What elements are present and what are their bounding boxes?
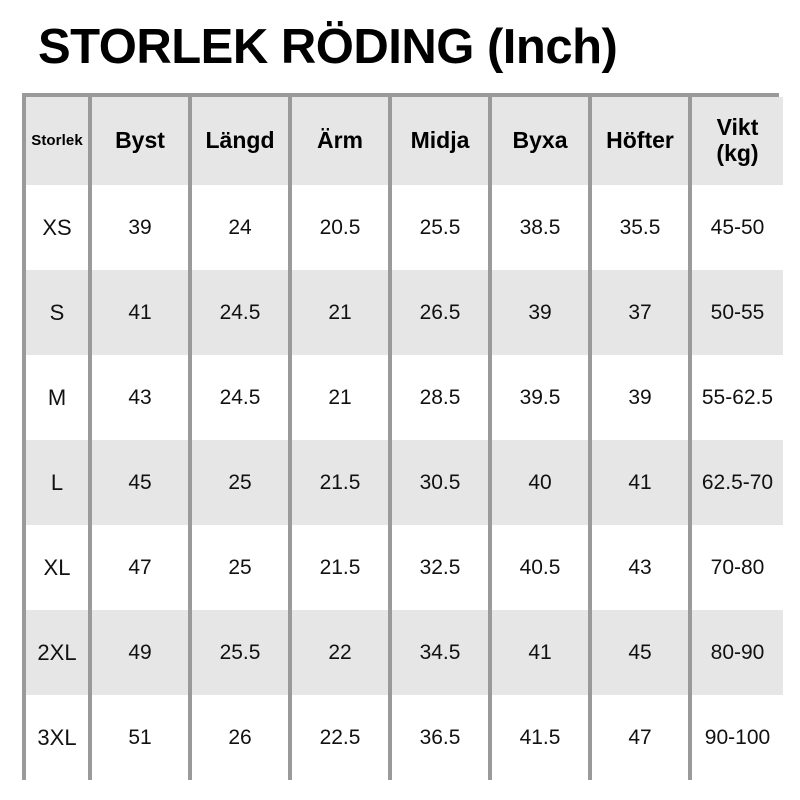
table-row: S 41 24.5 21 26.5 39 37 50-55 (26, 270, 783, 355)
cell-byst: 41 (88, 270, 190, 355)
cell-byxa: 41.5 (488, 695, 590, 780)
cell-size: XS (26, 185, 90, 270)
cell-hofter: 45 (588, 610, 690, 695)
cell-arm: 21 (288, 355, 390, 440)
cell-byst: 39 (88, 185, 190, 270)
column-header-storlek: Storlek (26, 97, 90, 185)
column-header-langd: Längd (188, 97, 290, 185)
table-header: Storlek Byst Längd Ärm Midja Byxa Höfter… (26, 97, 783, 185)
cell-size: S (26, 270, 90, 355)
cell-vikt: 80-90 (688, 610, 783, 695)
table-row: M 43 24.5 21 28.5 39.5 39 55-62.5 (26, 355, 783, 440)
cell-arm: 21.5 (288, 440, 390, 525)
cell-midja: 30.5 (388, 440, 490, 525)
column-header-vikt: Vikt (kg) (688, 97, 783, 185)
cell-arm: 22.5 (288, 695, 390, 780)
cell-arm: 21.5 (288, 525, 390, 610)
table-row: L 45 25 21.5 30.5 40 41 62.5-70 (26, 440, 783, 525)
cell-byst: 45 (88, 440, 190, 525)
cell-vikt: 45-50 (688, 185, 783, 270)
cell-byxa: 40.5 (488, 525, 590, 610)
cell-byst: 49 (88, 610, 190, 695)
cell-langd: 25.5 (188, 610, 290, 695)
cell-hofter: 39 (588, 355, 690, 440)
cell-vikt: 62.5-70 (688, 440, 783, 525)
cell-hofter: 35.5 (588, 185, 690, 270)
column-header-byxa: Byxa (488, 97, 590, 185)
column-header-arm: Ärm (288, 97, 390, 185)
cell-midja: 32.5 (388, 525, 490, 610)
cell-byst: 47 (88, 525, 190, 610)
cell-size: 2XL (26, 610, 90, 695)
cell-vikt: 50-55 (688, 270, 783, 355)
cell-arm: 22 (288, 610, 390, 695)
cell-vikt: 70-80 (688, 525, 783, 610)
cell-langd: 25 (188, 525, 290, 610)
cell-langd: 24.5 (188, 355, 290, 440)
cell-byst: 43 (88, 355, 190, 440)
cell-langd: 24.5 (188, 270, 290, 355)
cell-vikt: 55-62.5 (688, 355, 783, 440)
column-header-hofter: Höfter (588, 97, 690, 185)
cell-byxa: 41 (488, 610, 590, 695)
table-body: XS 39 24 20.5 25.5 38.5 35.5 45-50 S 41 24.5 21 26.5… (26, 185, 783, 780)
cell-hofter: 47 (588, 695, 690, 780)
cell-langd: 26 (188, 695, 290, 780)
table-row: 2XL 49 25.5 22 34.5 41 45 80-90 (26, 610, 783, 695)
column-header-midja: Midja (388, 97, 490, 185)
page-title: STORLEK RÖDING (Inch) (38, 20, 618, 74)
cell-hofter: 37 (588, 270, 690, 355)
cell-size: M (26, 355, 90, 440)
cell-size: XL (26, 525, 90, 610)
header-row: Storlek Byst Längd Ärm Midja Byxa Höfter… (26, 97, 783, 185)
cell-hofter: 41 (588, 440, 690, 525)
table-row: 3XL 51 26 22.5 36.5 41.5 47 90-100 (26, 695, 783, 780)
cell-midja: 25.5 (388, 185, 490, 270)
size-table-container: Storlek Byst Längd Ärm Midja Byxa Höfter… (22, 93, 783, 780)
table-row: XL 47 25 21.5 32.5 40.5 43 70-80 (26, 525, 783, 610)
cell-hofter: 43 (588, 525, 690, 610)
cell-byxa: 40 (488, 440, 590, 525)
cell-byxa: 38.5 (488, 185, 590, 270)
cell-arm: 20.5 (288, 185, 390, 270)
cell-byxa: 39 (488, 270, 590, 355)
cell-midja: 28.5 (388, 355, 490, 440)
size-chart-table: Storlek Byst Längd Ärm Midja Byxa Höfter… (26, 97, 783, 780)
cell-midja: 26.5 (388, 270, 490, 355)
column-header-byst: Byst (88, 97, 190, 185)
cell-size: 3XL (26, 695, 90, 780)
cell-midja: 34.5 (388, 610, 490, 695)
cell-byst: 51 (88, 695, 190, 780)
cell-midja: 36.5 (388, 695, 490, 780)
table-row: XS 39 24 20.5 25.5 38.5 35.5 45-50 (26, 185, 783, 270)
cell-arm: 21 (288, 270, 390, 355)
cell-langd: 24 (188, 185, 290, 270)
cell-byxa: 39.5 (488, 355, 590, 440)
cell-size: L (26, 440, 90, 525)
cell-vikt: 90-100 (688, 695, 783, 780)
cell-langd: 25 (188, 440, 290, 525)
